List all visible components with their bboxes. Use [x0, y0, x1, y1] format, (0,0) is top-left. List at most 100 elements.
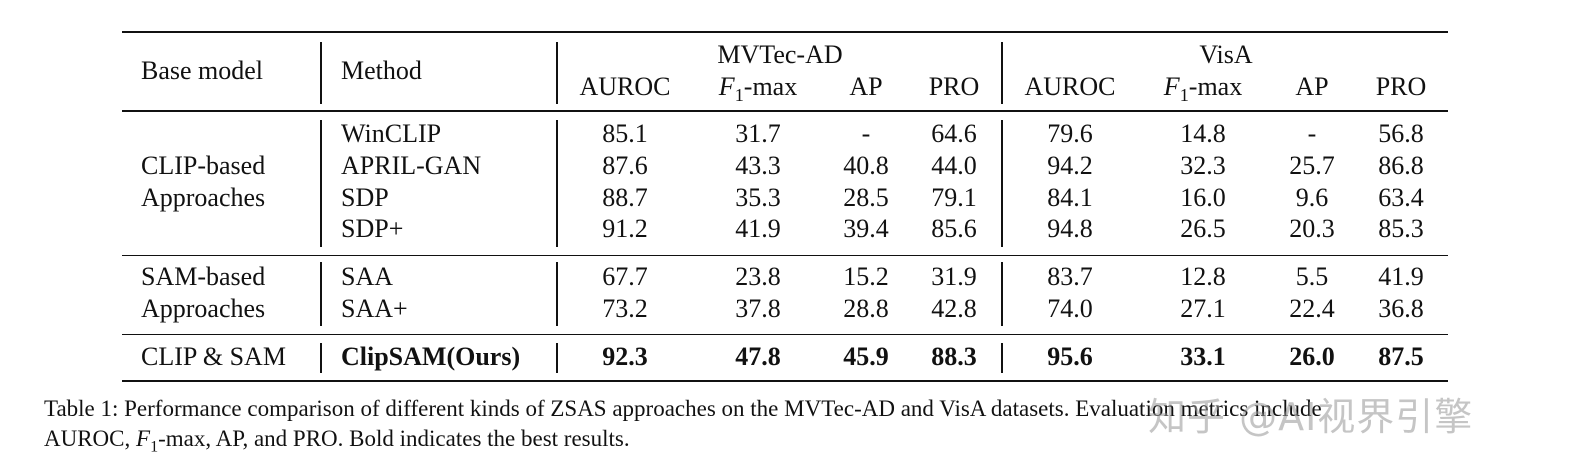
header-metric-f1max-text: -max [1188, 72, 1243, 101]
header-metric-auroc: AUROC [1024, 72, 1116, 101]
watermark: 知乎 @AI视界引擎 [1148, 395, 1474, 439]
base-model-clip-sam: CLIP & SAM [141, 342, 286, 371]
value-cell-best: 26.0 [1289, 342, 1335, 371]
value-cell: 87.6 [602, 151, 648, 180]
separator-base-method [320, 262, 322, 326]
separator-method-mvtec [556, 120, 558, 247]
separator-mvtec-visa [1001, 42, 1003, 104]
separator-base-method [320, 120, 322, 247]
value-cell-best: 45.9 [843, 342, 889, 371]
value-cell: 40.8 [843, 151, 889, 180]
method-name: SAA [341, 262, 394, 291]
value-cell-best: 33.1 [1180, 342, 1226, 371]
value-cell: 16.0 [1180, 183, 1226, 212]
separator-method-mvtec [556, 343, 558, 373]
value-cell-best: 92.3 [602, 342, 648, 371]
value-cell: 42.8 [931, 294, 977, 323]
value-cell-best: 47.8 [735, 342, 781, 371]
value-cell: 41.9 [1378, 262, 1424, 291]
value-cell: 26.5 [1180, 214, 1226, 243]
value-cell: 23.8 [735, 262, 781, 291]
separator-method-mvtec [556, 262, 558, 326]
method-name: SAA+ [341, 294, 408, 323]
header-metric-ap: AP [1295, 72, 1329, 101]
base-model-clip-line1: CLIP-based [141, 151, 266, 180]
value-cell: 31.9 [931, 262, 977, 291]
bottom-rule [122, 380, 1448, 383]
value-cell: 12.8 [1180, 262, 1226, 291]
header-metric-ap: AP [849, 72, 883, 101]
value-cell: 85.3 [1378, 214, 1424, 243]
value-cell: 91.2 [602, 214, 648, 243]
method-name: SDP+ [341, 214, 404, 243]
header-rule [122, 110, 1448, 112]
caption-line-1: Table 1: Performance comparison of diffe… [44, 396, 1322, 421]
value-cell: 79.6 [1047, 119, 1093, 148]
value-cell: 35.3 [735, 183, 781, 212]
header-metric-auroc: AUROC [579, 72, 671, 101]
header-base-model: Base model [141, 56, 264, 85]
header-method: Method [341, 56, 422, 85]
separator-mvtec-visa [1001, 120, 1003, 247]
separator-mvtec-visa [1001, 262, 1003, 326]
separator-base-method [320, 343, 322, 373]
value-cell: 27.1 [1180, 294, 1226, 323]
value-cell: 39.4 [843, 214, 889, 243]
value-cell-best: 88.3 [931, 342, 977, 371]
value-cell: 64.6 [931, 119, 977, 148]
separator-method-mvtec [556, 42, 558, 104]
value-cell: 37.8 [735, 294, 781, 323]
header-metric-pro: PRO [1375, 72, 1427, 101]
value-cell: 41.9 [735, 214, 781, 243]
value-cell: 85.6 [931, 214, 977, 243]
value-cell: 5.5 [1295, 262, 1329, 291]
value-cell: 79.1 [931, 183, 977, 212]
method-name-ours: ClipSAM(Ours) [341, 342, 521, 371]
separator-mvtec-visa [1001, 343, 1003, 373]
value-cell: 84.1 [1047, 183, 1093, 212]
base-model-sam-line2: Approaches [141, 294, 266, 323]
value-cell: - [861, 119, 871, 148]
value-cell: 74.0 [1047, 294, 1093, 323]
base-model-sam-line1: SAM-based [141, 262, 266, 291]
value-cell: 86.8 [1378, 151, 1424, 180]
value-cell: 56.8 [1378, 119, 1424, 148]
value-cell: 83.7 [1047, 262, 1093, 291]
value-cell: 43.3 [735, 151, 781, 180]
caption-line-2: AUROC, F1-max, AP, and PRO. Bold indicat… [44, 426, 630, 456]
method-name: APRIL-GAN [341, 151, 482, 180]
value-cell: 88.7 [602, 183, 648, 212]
base-model-clip-line2: Approaches [141, 183, 266, 212]
separator-base-method [320, 42, 322, 104]
caption-line-2-end: -max, AP, and PRO. Bold indicates the be… [158, 426, 630, 451]
header-metric-pro: PRO [928, 72, 980, 101]
value-cell: 32.3 [1180, 151, 1226, 180]
value-cell: 28.8 [843, 294, 889, 323]
header-metric-f1max: F1-max [1163, 72, 1243, 106]
value-cell: 73.2 [602, 294, 648, 323]
value-cell: 14.8 [1180, 119, 1226, 148]
value-cell: 94.2 [1047, 151, 1093, 180]
value-cell: 67.7 [602, 262, 648, 291]
value-cell: 31.7 [735, 119, 781, 148]
top-rule [122, 31, 1448, 34]
value-cell: 94.8 [1047, 214, 1093, 243]
group-rule-1 [122, 255, 1448, 257]
value-cell: 85.1 [602, 119, 648, 148]
value-cell-best: 87.5 [1378, 342, 1424, 371]
value-cell: 22.4 [1289, 294, 1335, 323]
value-cell-best: 95.6 [1047, 342, 1093, 371]
value-cell: 63.4 [1378, 183, 1424, 212]
value-cell: 15.2 [843, 262, 889, 291]
method-name: SDP [341, 183, 389, 212]
table-caption: Table 1: Performance comparison of diffe… [44, 394, 1544, 456]
value-cell: - [1307, 119, 1317, 148]
value-cell: 25.7 [1289, 151, 1335, 180]
method-name: WinCLIP [341, 119, 442, 148]
caption-line-2-start: AUROC, [44, 426, 137, 451]
value-cell: 44.0 [931, 151, 977, 180]
value-cell: 36.8 [1378, 294, 1424, 323]
header-metric-f1max-text: -max [743, 72, 798, 101]
value-cell: 20.3 [1289, 214, 1335, 243]
